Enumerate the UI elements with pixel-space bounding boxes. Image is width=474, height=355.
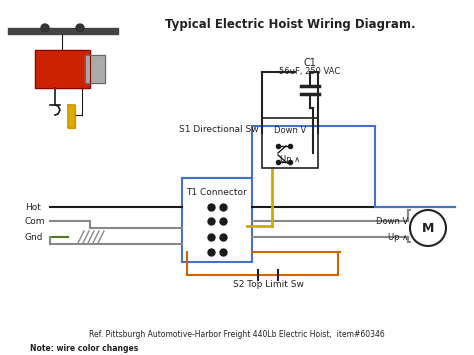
Text: C1: C1: [303, 58, 317, 68]
Text: Ref. Pittsburgh Automotive-Harbor Freight 440Lb Electric Hoist,  item#60346: Ref. Pittsburgh Automotive-Harbor Freigh…: [89, 330, 385, 339]
Text: Up ∧: Up ∧: [280, 155, 300, 164]
Text: 56uF, 250 VAC: 56uF, 250 VAC: [279, 67, 341, 76]
Bar: [35, 50, 90, 88]
Text: Down V: Down V: [376, 217, 408, 225]
Text: Typical Electric Hoist Wiring Diagram.: Typical Electric Hoist Wiring Diagram.: [164, 18, 415, 31]
Text: S2 Top Limit Sw: S2 Top Limit Sw: [233, 280, 303, 289]
Bar: [85, 55, 105, 83]
Bar: [182, 178, 252, 262]
Text: Com: Com: [25, 217, 46, 225]
Bar: [68, 105, 75, 128]
Bar: [262, 118, 318, 168]
Bar: [35, 50, 90, 88]
Text: Gnd: Gnd: [25, 233, 44, 241]
Text: S1 Directional Sw: S1 Directional Sw: [179, 126, 259, 135]
Text: Up ∧: Up ∧: [388, 233, 408, 241]
Bar: [8, 28, 118, 34]
Text: Note: wire color changes: Note: wire color changes: [30, 344, 138, 353]
Bar: [85, 55, 105, 83]
Circle shape: [41, 24, 49, 32]
Circle shape: [76, 24, 84, 32]
Text: Down V: Down V: [274, 126, 306, 135]
Text: Hot: Hot: [25, 202, 41, 212]
Text: T1 Connector: T1 Connector: [186, 188, 247, 197]
Circle shape: [410, 210, 446, 246]
Text: M: M: [422, 222, 434, 235]
